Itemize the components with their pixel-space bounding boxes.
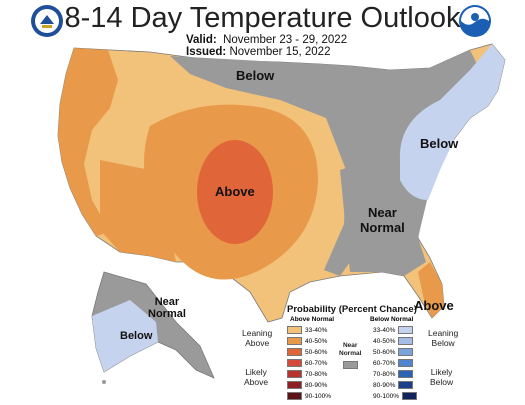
legend-swatch — [287, 326, 302, 334]
legend-near-swatch — [342, 361, 358, 369]
label-near-normal-southeast: Near Normal — [360, 205, 405, 235]
legend-row: 90-100% — [287, 392, 334, 400]
legend-swatch-label: 90-100% — [305, 392, 332, 400]
legend-swatch-label: 50-60% — [373, 348, 396, 356]
north-near-normal — [170, 50, 480, 276]
legend-swatch — [287, 337, 302, 345]
label-above-florida: Above — [414, 298, 454, 313]
legend-swatch — [287, 370, 302, 378]
page-title: 8-14 Day Temperature Outlook — [64, 2, 461, 34]
issued-date: Issued: November 15, 2022 — [186, 46, 331, 58]
legend-swatch — [287, 392, 302, 400]
legend-row: 60-70% — [370, 359, 414, 367]
legend-row: 70-80% — [287, 370, 330, 378]
florida-above — [418, 262, 444, 318]
legend-row: 50-60% — [287, 348, 330, 356]
legend-likely-below: Likely Below — [430, 367, 454, 387]
legend-swatch — [398, 381, 414, 389]
legend-swatch-label: 70-80% — [373, 370, 396, 378]
legend-swatch-label: 40-50% — [373, 337, 396, 345]
legend-swatch — [287, 359, 302, 367]
central-above-50 — [197, 140, 273, 244]
legend-swatch-label: 33-40% — [373, 326, 396, 334]
legend-swatch — [398, 326, 414, 334]
northeast-below — [399, 44, 505, 200]
legend-row: 80-90% — [287, 381, 330, 389]
legend-row: 40-50% — [287, 337, 330, 345]
legend-swatch — [287, 381, 302, 389]
legend-swatch-label: 40-50% — [305, 337, 328, 345]
legend-swatch-label: 33-40% — [305, 326, 328, 334]
noaa-logo-icon — [459, 5, 491, 37]
legend-row: 70-80% — [370, 370, 414, 378]
legend-row: 50-60% — [370, 348, 414, 356]
label-alaska-near-normal: Near Normal — [148, 296, 186, 320]
legend-swatch-label: 90-100% — [373, 392, 400, 400]
legend-row: 80-90% — [370, 381, 414, 389]
legend-row: 33-40% — [287, 326, 330, 334]
west-coast-above — [58, 48, 118, 236]
legend-below-heading: Below Normal — [370, 316, 414, 323]
label-alaska-below: Below — [120, 330, 153, 342]
legend-swatch — [287, 348, 302, 356]
legend-row: 90-100% — [370, 392, 418, 400]
legend-swatch — [398, 337, 414, 345]
legend-row: 40-50% — [370, 337, 414, 345]
southwest-above-40 — [100, 160, 176, 262]
legend-row: 33-40% — [370, 326, 414, 334]
legend-swatch — [402, 392, 418, 400]
legend-swatch-label: 60-70% — [373, 359, 396, 367]
legend-swatch-label: 70-80% — [305, 370, 328, 378]
legend-swatch — [398, 370, 414, 378]
commerce-seal-icon — [31, 5, 63, 37]
valid-dates: Valid: November 23 - 29, 2022 — [186, 34, 348, 46]
legend-swatch-label: 60-70% — [305, 359, 328, 367]
label-below-northeast: Below — [420, 136, 459, 151]
legend-leaning-above: Leaning Above — [242, 328, 273, 348]
legend-near-normal: Near Normal — [339, 342, 361, 369]
alaska-below — [92, 300, 158, 372]
legend-title: Probability (Percent Chance) — [287, 304, 417, 315]
legend-swatch-label: 80-90% — [373, 381, 396, 389]
label-below-north: Below — [236, 68, 275, 83]
label-above-center: Above — [215, 184, 255, 199]
legend-leaning-below: Leaning Below — [428, 328, 459, 348]
legend-swatch-label: 80-90% — [305, 381, 328, 389]
legend-swatch-label: 50-60% — [305, 348, 328, 356]
legend-likely-above: Likely Above — [244, 367, 269, 387]
legend-swatch — [398, 348, 414, 356]
legend-above-heading: Above Normal — [290, 316, 335, 323]
legend-row: 60-70% — [287, 359, 330, 367]
legend-swatch — [398, 359, 414, 367]
